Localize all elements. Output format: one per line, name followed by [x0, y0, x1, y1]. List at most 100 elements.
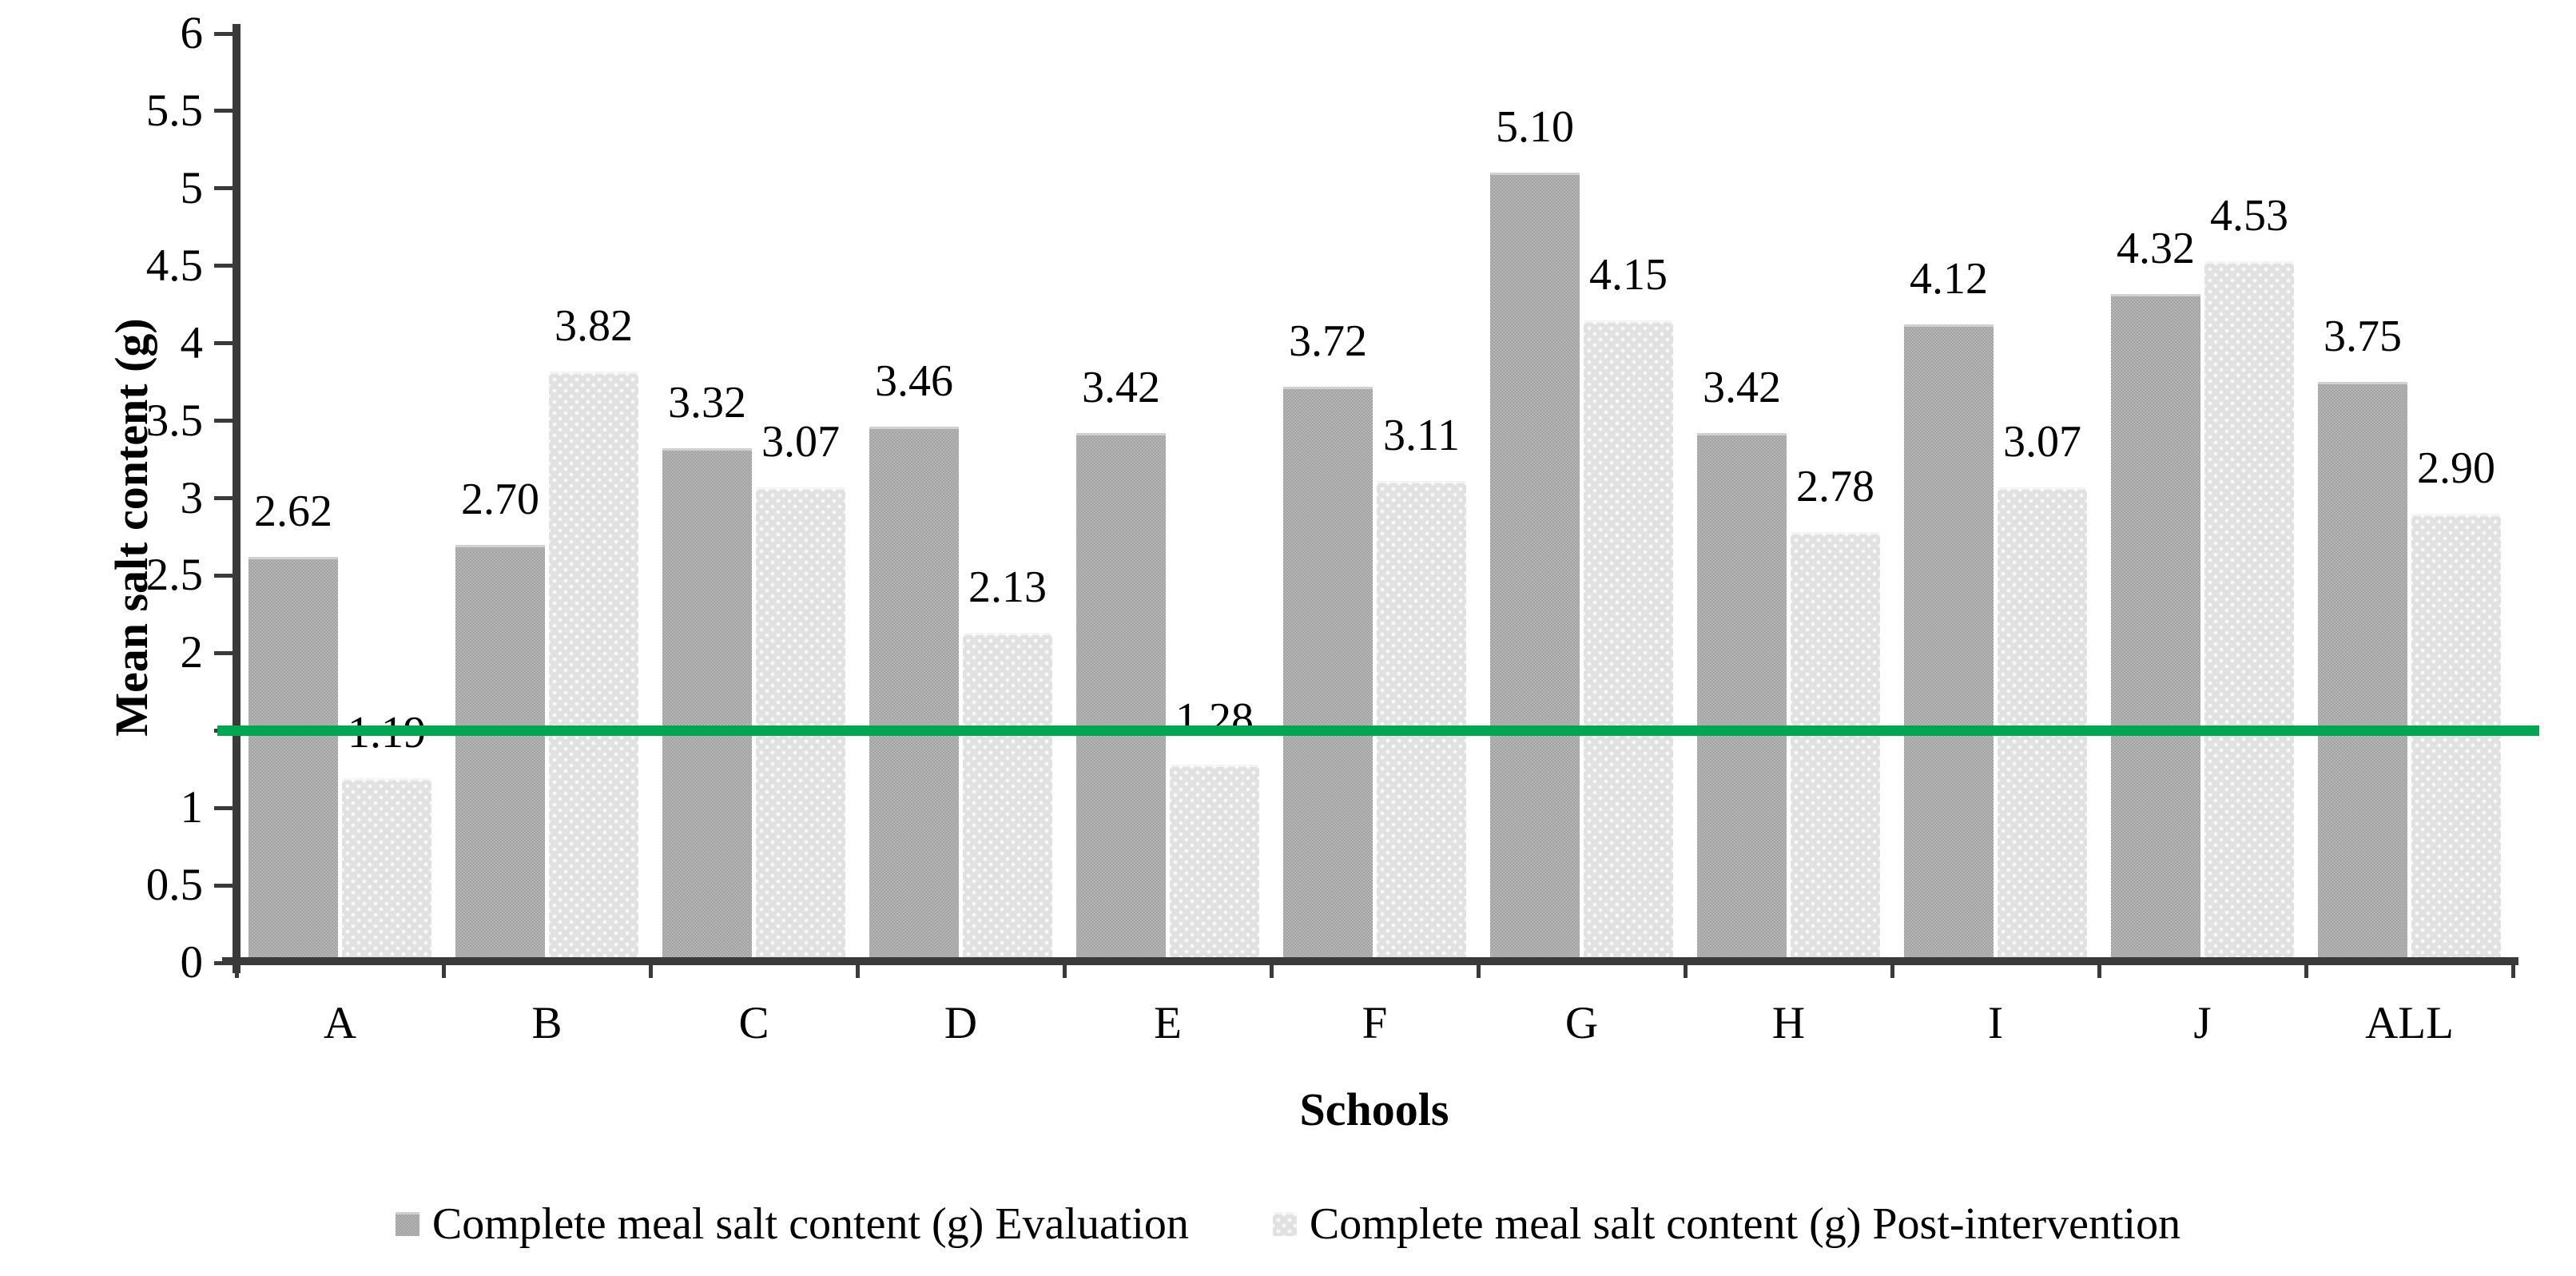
y-tick-label-0: 0 — [180, 937, 204, 988]
y-tick-label-3: 3 — [180, 472, 204, 523]
value-label-post-intervention-C: 3.07 — [761, 416, 840, 467]
bar-evaluation-B — [455, 544, 545, 963]
x-tick-1 — [441, 965, 446, 978]
y-tick-2 — [214, 650, 233, 655]
category-label-E: E — [1154, 998, 1182, 1048]
category-label-C: C — [738, 998, 769, 1048]
value-label-post-intervention-G: 4.15 — [1589, 249, 1668, 300]
bar-post-intervention-ALL — [2411, 513, 2501, 963]
y-tick-label-5: 5 — [180, 162, 204, 213]
bar-evaluation-ALL — [2318, 382, 2407, 963]
value-label-evaluation-ALL: 3.75 — [2324, 312, 2402, 362]
x-tick-3 — [855, 965, 860, 978]
y-tick-5 — [214, 186, 233, 191]
bar-evaluation-H — [1697, 433, 1787, 963]
legend-label: Complete meal salt content (g) Evaluatio… — [431, 1199, 1189, 1249]
value-label-post-intervention-ALL: 2.90 — [2417, 443, 2495, 493]
value-label-post-intervention-H: 2.78 — [1796, 462, 1874, 512]
x-tick-9 — [2097, 965, 2101, 978]
bar-post-intervention-J — [2204, 260, 2294, 963]
bar-evaluation-J — [2111, 293, 2200, 963]
value-label-evaluation-C: 3.32 — [668, 378, 746, 428]
category-label-G: G — [1564, 998, 1599, 1048]
value-label-evaluation-B: 2.70 — [461, 474, 539, 524]
value-label-post-intervention-F: 3.11 — [1383, 411, 1460, 461]
legend-swatch-icon — [1272, 1212, 1297, 1236]
category-label-A: A — [323, 998, 357, 1048]
value-label-evaluation-J: 4.32 — [2117, 223, 2195, 273]
bar-evaluation-I — [1904, 324, 1994, 963]
bar-evaluation-D — [869, 427, 959, 963]
value-label-evaluation-G: 5.10 — [1496, 102, 1574, 153]
bar-evaluation-E — [1076, 433, 1166, 963]
y-tick-2.5 — [214, 573, 233, 578]
value-label-post-intervention-I: 3.07 — [2003, 416, 2081, 467]
legend-item-post-intervention: Complete meal salt content (g) Post-inte… — [1272, 1198, 2181, 1250]
category-label-F: F — [1362, 998, 1388, 1048]
bar-post-intervention-F — [1377, 481, 1466, 963]
legend-swatch-icon — [395, 1212, 419, 1236]
x-tick-8 — [1890, 965, 1894, 978]
y-tick-label-2: 2 — [180, 627, 204, 678]
value-label-evaluation-E: 3.42 — [1082, 363, 1160, 413]
value-label-evaluation-A: 2.62 — [254, 487, 332, 537]
legend-label: Complete meal salt content (g) Post-inte… — [1309, 1199, 2181, 1249]
bar-evaluation-F — [1283, 386, 1373, 963]
y-tick-4 — [214, 341, 233, 346]
y-tick-0.5 — [214, 883, 233, 888]
value-label-post-intervention-B: 3.82 — [555, 300, 633, 351]
y-tick-label-6: 6 — [180, 8, 204, 58]
x-tick-5 — [1269, 965, 1274, 978]
y-tick-label-3.5: 3.5 — [145, 395, 203, 446]
value-label-evaluation-H: 3.42 — [1703, 363, 1781, 413]
y-tick-label-2.5: 2.5 — [145, 550, 203, 601]
reference-line-1_5g — [217, 725, 2539, 736]
y-tick-label-4.5: 4.5 — [145, 240, 203, 291]
y-tick-label-1: 1 — [180, 782, 204, 833]
bar-post-intervention-B — [549, 371, 638, 963]
category-label-D: D — [944, 998, 978, 1048]
legend-item-evaluation: Complete meal salt content (g) Evaluatio… — [395, 1198, 1189, 1250]
x-tick-2 — [648, 965, 653, 978]
category-label-B: B — [531, 998, 563, 1048]
bar-post-intervention-G — [1584, 320, 1673, 963]
value-label-post-intervention-E: 1.28 — [1175, 694, 1254, 744]
y-tick-3 — [214, 496, 233, 500]
value-label-post-intervention-D: 2.13 — [968, 562, 1047, 613]
x-axis-title: Schools — [1299, 1083, 1449, 1135]
x-tick-10 — [2304, 965, 2308, 978]
value-label-evaluation-I: 4.12 — [1910, 254, 1988, 304]
x-tick-6 — [1476, 965, 1481, 978]
x-tick-7 — [1683, 965, 1688, 978]
value-label-evaluation-F: 3.72 — [1289, 316, 1367, 366]
bar-post-intervention-H — [1791, 532, 1880, 963]
bar-post-intervention-A — [342, 778, 431, 963]
chart-legend: Complete meal salt content (g) Evaluatio… — [0, 1198, 2576, 1250]
category-label-H: H — [1771, 998, 1806, 1048]
bar-post-intervention-D — [963, 633, 1052, 963]
x-axis-line — [222, 957, 2518, 965]
y-tick-6 — [214, 31, 233, 36]
category-label-J: J — [2193, 998, 2212, 1048]
bar-evaluation-C — [662, 448, 752, 963]
y-tick-4.5 — [214, 264, 233, 268]
x-tick-4 — [1062, 965, 1067, 978]
x-tick-11 — [2510, 965, 2515, 978]
value-label-post-intervention-J: 4.53 — [2210, 190, 2288, 240]
x-tick-0 — [234, 965, 239, 978]
y-tick-label-4: 4 — [180, 317, 204, 368]
category-label-I: I — [1988, 998, 2003, 1048]
value-label-evaluation-D: 3.46 — [875, 356, 953, 407]
bar-post-intervention-E — [1170, 764, 1259, 963]
y-axis-line — [233, 24, 241, 973]
y-tick-5.5 — [214, 109, 233, 113]
category-label-ALL: ALL — [2365, 998, 2454, 1048]
y-tick-0 — [214, 960, 233, 965]
bar-evaluation-A — [248, 557, 338, 963]
y-tick-label-5.5: 5.5 — [145, 85, 203, 136]
y-tick-label-0.5: 0.5 — [145, 860, 203, 911]
y-tick-1 — [214, 805, 233, 810]
y-tick-3.5 — [214, 419, 233, 423]
